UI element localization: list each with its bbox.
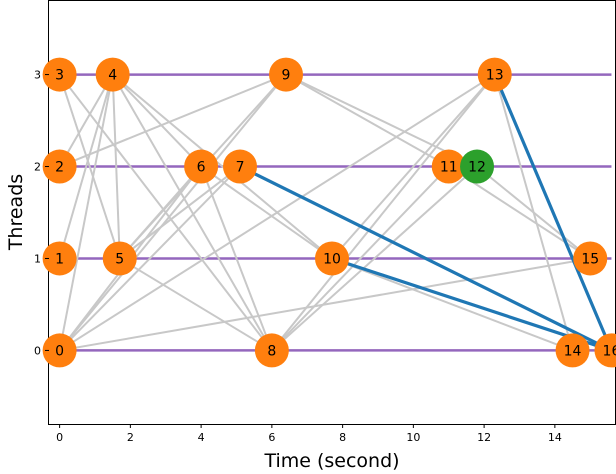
edge-6-10 [200, 165, 333, 260]
x-tick-label: 14 [548, 431, 562, 444]
x-tick-label: 2 [127, 431, 134, 444]
node-label-6: 6 [197, 160, 206, 176]
edge-2-4 [58, 74, 114, 168]
node-label-4: 4 [108, 68, 117, 84]
node-13 [477, 57, 512, 92]
node-0 [42, 333, 77, 368]
node-label-15: 15 [581, 251, 599, 267]
x-tick-label: 0 [56, 431, 63, 444]
edge-13-14 [493, 74, 574, 351]
node-5 [102, 241, 137, 276]
edge-3-8 [58, 73, 273, 352]
edge-0-7 [58, 165, 241, 352]
node-3 [42, 57, 77, 92]
y-tick-label: 1 [34, 252, 41, 265]
edge-8-13 [271, 73, 496, 352]
edge-1-4 [58, 74, 114, 259]
node-label-14: 14 [564, 343, 582, 359]
edge-5-7 [119, 165, 241, 260]
node-7 [223, 149, 258, 184]
node-15 [573, 241, 608, 276]
y-tick-label: 3 [34, 69, 41, 82]
critical-edges [239, 73, 613, 352]
edge-9-11 [285, 73, 450, 168]
edge-0-15 [59, 257, 591, 352]
y-tick-label: 0 [34, 344, 41, 357]
x-tick-label: 10 [406, 431, 420, 444]
critical-edge-13-16 [493, 73, 613, 352]
edge-4-10 [112, 73, 333, 260]
node-label-13: 13 [486, 68, 504, 84]
edge-4-6 [111, 73, 202, 168]
edge-8-12 [271, 165, 478, 352]
node-label-8: 8 [267, 343, 276, 359]
y-axis-label: Threads [5, 174, 27, 251]
edge-4-8 [111, 74, 273, 351]
node-11 [431, 149, 466, 184]
edges [58, 73, 591, 352]
node-2 [42, 149, 77, 184]
edge-0-4 [58, 74, 114, 351]
node-4 [95, 57, 130, 92]
edge-2-9 [59, 73, 287, 168]
node-6 [184, 149, 219, 184]
edge-3-5 [58, 74, 121, 259]
node-label-1: 1 [55, 251, 64, 267]
node-label-10: 10 [323, 251, 341, 267]
x-tick-label: 6 [268, 431, 275, 444]
node-label-3: 3 [55, 68, 64, 84]
x-tick-label: 8 [339, 431, 346, 444]
node-12 [460, 149, 495, 184]
edge-0-9 [58, 73, 287, 352]
edge-8-11 [271, 165, 450, 352]
edge-10-14 [331, 257, 573, 352]
node-label-16: 16 [603, 343, 616, 359]
edge-5-8 [119, 257, 273, 352]
node-label-2: 2 [55, 160, 64, 176]
x-axis-ticks: 0 2 4 6 8 10 12 14 [56, 424, 562, 444]
node-label-9: 9 [282, 68, 291, 84]
node-10 [315, 241, 349, 276]
x-tick-label: 12 [477, 431, 491, 444]
edge-4-5 [111, 74, 121, 259]
node-8 [254, 333, 289, 368]
node-14 [555, 333, 590, 368]
node-label-5: 5 [115, 251, 124, 267]
node-16 [594, 333, 616, 368]
critical-edge-7-16 [239, 165, 613, 352]
x-tick-label: 4 [198, 431, 205, 444]
edge-10-13 [331, 73, 496, 260]
node-label-0: 0 [55, 343, 64, 359]
node-label-12: 12 [468, 160, 486, 176]
node-label-11: 11 [440, 160, 458, 176]
node-1 [42, 241, 77, 276]
y-tick-label: 2 [34, 161, 41, 174]
thread-lines [59, 73, 612, 352]
node-9 [269, 57, 304, 92]
x-axis-label: Time (second) [263, 450, 399, 472]
edge-6-8 [200, 166, 273, 351]
critical-edge-10-16 [331, 256, 612, 352]
node-label-7: 7 [236, 160, 245, 176]
y-axis-ticks: 0 1 2 3 [34, 69, 49, 357]
